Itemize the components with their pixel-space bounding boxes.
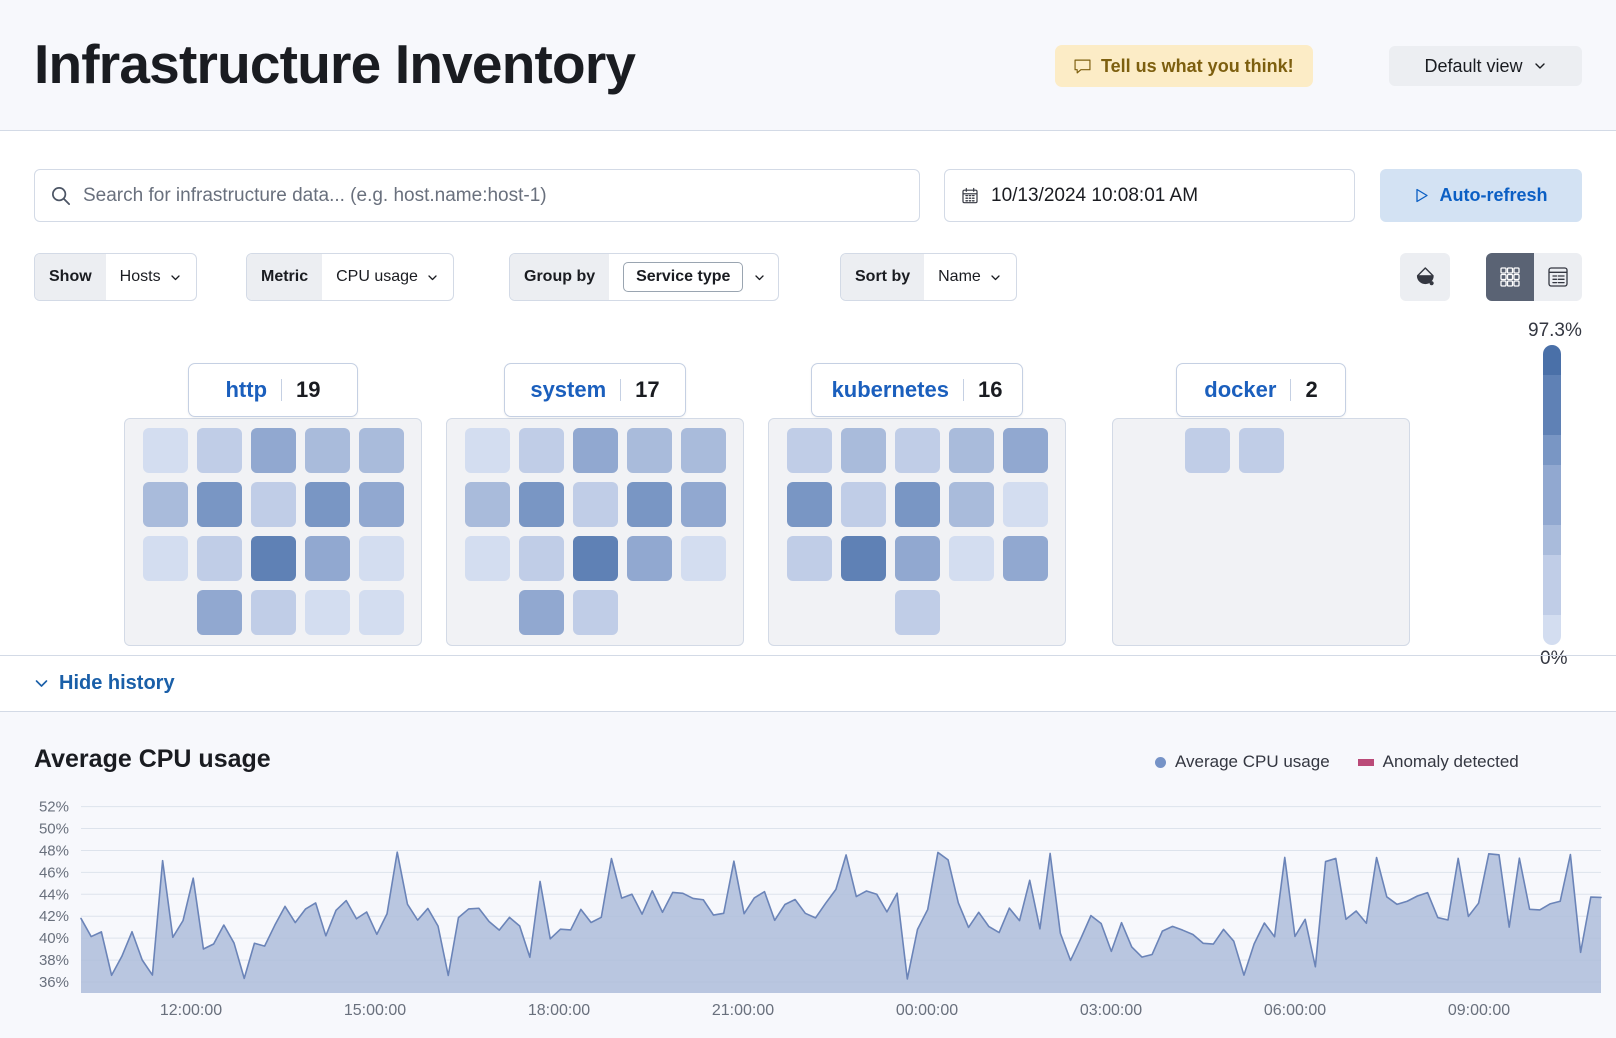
svg-text:42%: 42%	[39, 908, 69, 925]
svg-text:44%: 44%	[39, 886, 69, 903]
svg-text:15:00:00: 15:00:00	[344, 1002, 406, 1019]
svg-text:18:00:00: 18:00:00	[528, 1002, 590, 1019]
svg-text:48%: 48%	[39, 842, 69, 859]
svg-text:40%: 40%	[39, 930, 69, 947]
svg-text:52%: 52%	[39, 799, 69, 816]
svg-text:00:00:00: 00:00:00	[896, 1002, 958, 1019]
svg-text:36%: 36%	[39, 974, 69, 991]
svg-text:12:00:00: 12:00:00	[160, 1002, 222, 1019]
svg-text:46%: 46%	[39, 864, 69, 881]
svg-text:09:00:00: 09:00:00	[1448, 1002, 1510, 1019]
svg-text:06:00:00: 06:00:00	[1264, 1002, 1326, 1019]
svg-text:50%: 50%	[39, 821, 69, 838]
svg-text:38%: 38%	[39, 952, 69, 969]
svg-text:03:00:00: 03:00:00	[1080, 1002, 1142, 1019]
svg-text:21:00:00: 21:00:00	[712, 1002, 774, 1019]
